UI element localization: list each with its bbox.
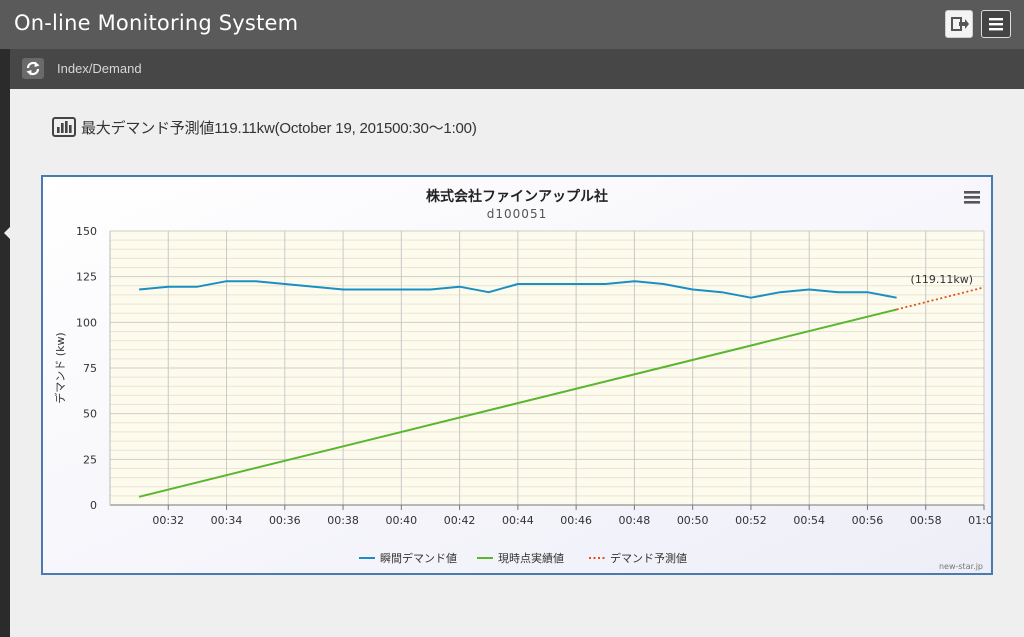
chart-credit[interactable]: new-star.jp: [939, 562, 983, 571]
x-tick-label: 00:36: [269, 514, 301, 527]
x-tick-label: 00:38: [327, 514, 359, 527]
demand-chart-panel: 株式会社ファインアップル社 d100051 0 25 50 75 100 125 150 00…: [41, 175, 993, 575]
logout-button[interactable]: [945, 10, 973, 38]
forecast-label: (119.11kw): [911, 273, 973, 286]
bar-chart-icon: [52, 117, 76, 137]
x-tick-label: 00:42: [444, 514, 476, 527]
y-tick-label: 150: [76, 225, 97, 238]
y-tick-label: 0: [90, 499, 97, 512]
y-tick-label: 50: [83, 408, 97, 421]
max-demand-text: 最大デマンド予測値119.11kw(October 19, 201500:30〜…: [81, 119, 477, 137]
x-tick-label: 00:58: [910, 514, 942, 527]
x-tick-label: 00:40: [385, 514, 417, 527]
x-tick-label: 00:44: [502, 514, 534, 527]
app-title: On-line Monitoring System: [14, 11, 299, 35]
breadcrumb[interactable]: Index/Demand: [57, 61, 142, 76]
x-tick-label: 00:54: [793, 514, 825, 527]
left-sidebar[interactable]: [0, 49, 10, 637]
legend-label: 瞬間デマンド値: [380, 551, 457, 565]
x-tick-label: 00:52: [735, 514, 767, 527]
main-menu-button[interactable]: [981, 10, 1011, 38]
series-line-cumulative-actual[interactable]: [138, 308, 897, 498]
chart-subtitle: d100051: [487, 207, 547, 221]
top-bar: On-line Monitoring System: [0, 0, 1024, 49]
series-line-actual-demand[interactable]: [139, 280, 897, 299]
chart-title: 株式会社ファインアップル社: [426, 188, 608, 205]
legend-item[interactable]: 瞬間デマンド値: [359, 551, 457, 565]
x-tick-label: 00:34: [211, 514, 243, 527]
hamburger-menu-icon: [989, 18, 1003, 31]
sidebar-collapse-arrow-icon[interactable]: [4, 227, 10, 239]
series-line-demand-forecast[interactable]: [896, 286, 985, 311]
chart-menu-icon: [964, 191, 980, 204]
x-tick-label: 00:32: [152, 514, 184, 527]
y-tick-label: 75: [83, 362, 97, 375]
demand-chart: 株式会社ファインアップル社 d100051 0 25 50 75 100 125 150 00…: [43, 177, 991, 573]
refresh-button[interactable]: [22, 58, 44, 79]
y-tick-label: 25: [83, 453, 97, 466]
legend-item[interactable]: 現時点実績値: [477, 551, 564, 565]
y-tick-label: 125: [76, 271, 97, 284]
x-tick-label: 00:48: [619, 514, 651, 527]
refresh-icon: [26, 61, 40, 76]
legend-label: デマンド予測値: [610, 551, 687, 565]
x-tick-label: 00:46: [560, 514, 592, 527]
y-axis-label: デマンド (kw): [53, 332, 67, 403]
legend-label: 現時点実績値: [498, 551, 564, 565]
y-tick-label: 100: [76, 316, 97, 329]
x-tick-label: 00:50: [677, 514, 709, 527]
chart-menu-button[interactable]: [961, 187, 983, 207]
x-tick-label: 00:56: [852, 514, 884, 527]
x-tick-label: 01:00: [968, 514, 991, 527]
sub-header: Index/Demand: [10, 49, 1024, 89]
logout-icon: [951, 17, 969, 31]
max-demand-headline: 最大デマンド予測値119.11kw(October 19, 201500:30〜…: [52, 116, 477, 138]
legend-item[interactable]: デマンド予測値: [589, 551, 687, 565]
